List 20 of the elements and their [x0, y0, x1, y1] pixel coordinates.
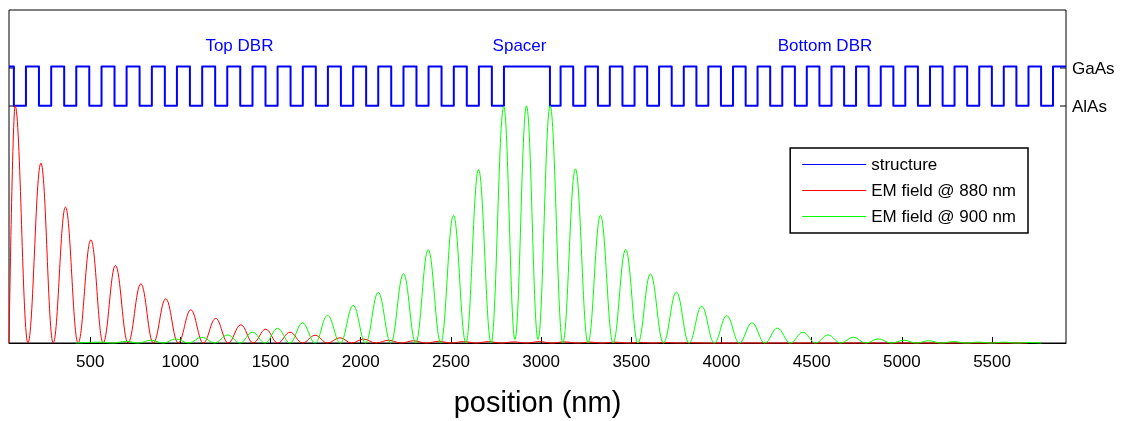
x-tick-label: 2000	[341, 352, 380, 371]
legend-label: structure	[871, 155, 938, 174]
x-tick-label: 5000	[882, 352, 921, 371]
text: AlAs	[1072, 96, 1107, 116]
text: Spacer	[492, 35, 547, 55]
x-tick-label: 3500	[612, 352, 651, 371]
text: GaAs	[1072, 58, 1115, 78]
x-tick-label: 2500	[432, 352, 470, 371]
legend-label: EM field @ 900 nm	[871, 207, 1017, 226]
text: Top DBR	[205, 35, 274, 55]
x-tick-label: 1500	[251, 352, 290, 371]
x-tick-label: 3000	[522, 352, 561, 371]
x-tick-label: 1000	[161, 352, 200, 371]
x-axis-title: position (nm)	[453, 385, 622, 418]
x-tick-label: 4000	[702, 352, 741, 371]
text: Bottom DBR	[777, 35, 873, 55]
x-tick-label: 500	[75, 352, 105, 371]
x-tick-label: 4500	[792, 352, 831, 371]
x-tick-label: 5500	[973, 352, 1011, 371]
legend-label: EM field @ 880 nm	[871, 181, 1017, 200]
